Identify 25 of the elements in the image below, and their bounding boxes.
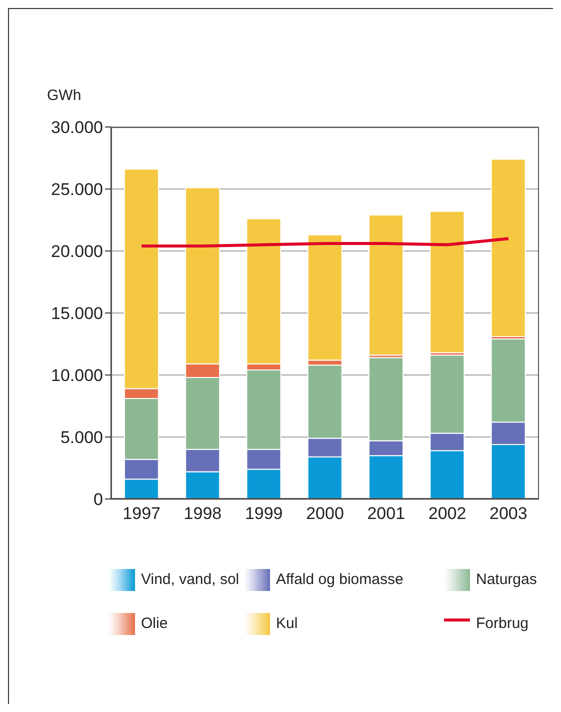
y-axis-title: GWh xyxy=(47,87,82,104)
legend-label: Vind, vand, sol xyxy=(141,570,240,588)
bar xyxy=(430,210,465,354)
y-tick-label: 25.000 xyxy=(51,180,103,200)
y-tick-label: 0 xyxy=(94,490,103,510)
x-tick-label: 1998 xyxy=(184,504,222,524)
legend-label: Kul xyxy=(276,614,298,632)
legend-label: Affald og biomasse xyxy=(276,570,404,588)
y-tick-label: 15.000 xyxy=(51,304,103,324)
line-series xyxy=(140,237,510,248)
x-tick-label: 2002 xyxy=(428,504,466,524)
x-tick-label: 2003 xyxy=(490,504,528,524)
x-tick-label: 1999 xyxy=(244,504,283,524)
x-tick-label: 2001 xyxy=(367,504,406,524)
x-tick-label: 1997 xyxy=(122,504,160,524)
y-tick-label: 20.000 xyxy=(51,242,103,262)
x-tick-label: 2000 xyxy=(306,504,344,524)
legend-label: Olie xyxy=(141,614,168,632)
legend-label: Forbrug xyxy=(476,614,529,632)
legend-label: Naturgas xyxy=(476,570,537,588)
bar xyxy=(368,214,404,356)
bar xyxy=(490,158,526,338)
y-tick-label: 5.000 xyxy=(60,428,103,448)
y-tick-label: 10.000 xyxy=(51,366,103,386)
y-tick-label: 30.000 xyxy=(51,118,103,138)
